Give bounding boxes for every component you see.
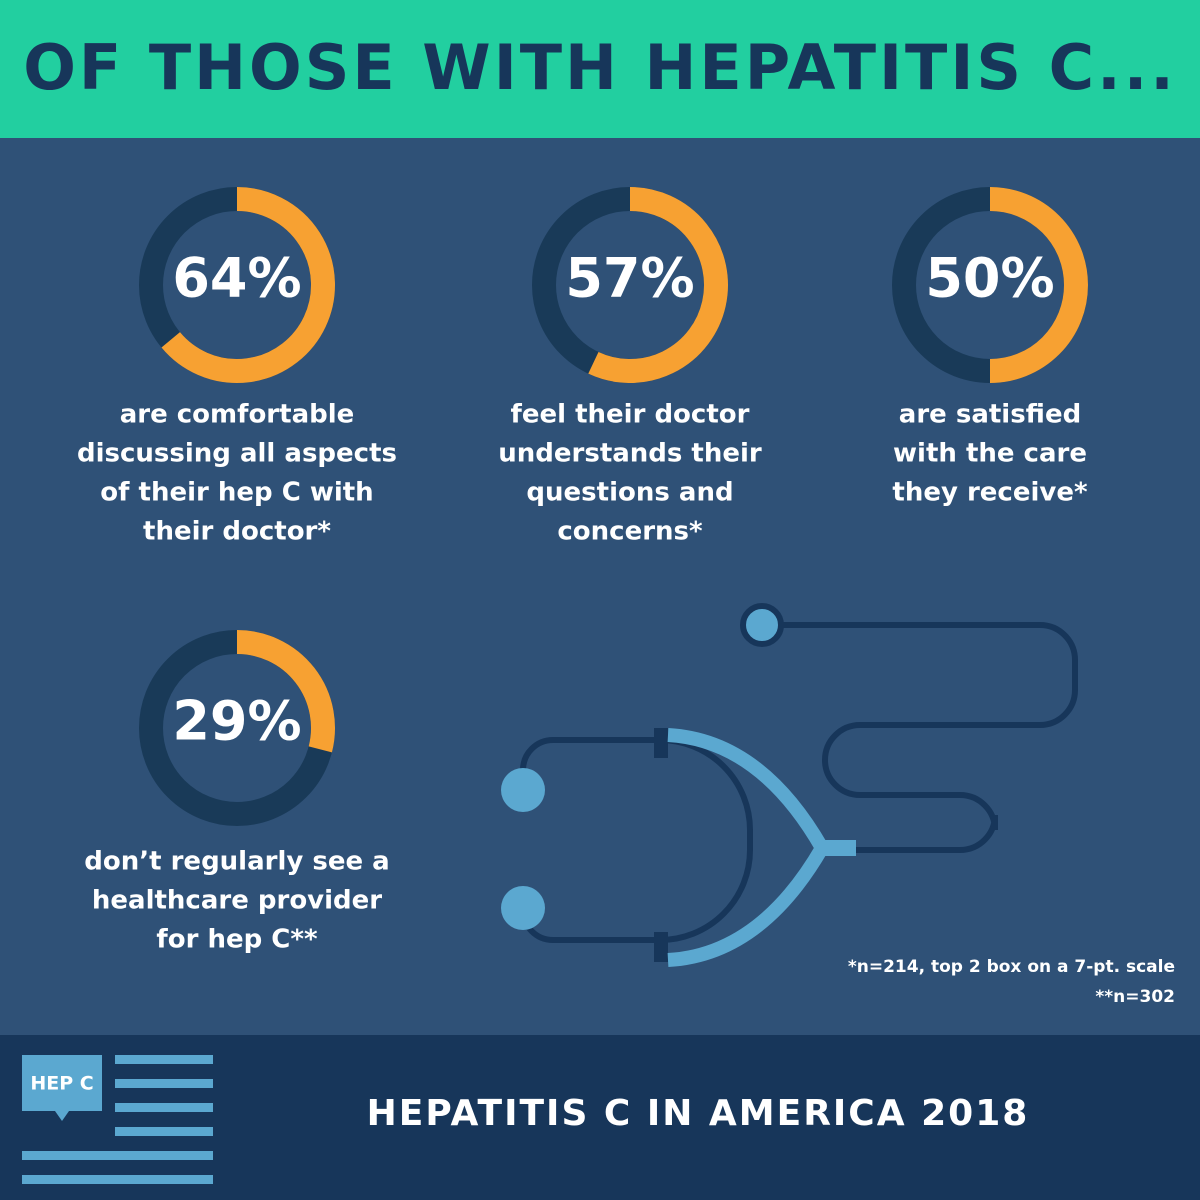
header-band [0,0,1200,138]
value-label: 57% [565,247,694,310]
donut-arc [236,630,335,753]
logo-text: HEP C [30,1073,93,1095]
value-label: 64% [172,247,301,310]
caption-line: with the care [893,439,1087,469]
caption-line: concerns* [557,517,703,547]
stethoscope [501,603,1078,967]
caption-line: feel their doctor [511,400,750,430]
donut-arc [989,187,1088,383]
caption-line: their doctor* [143,517,331,547]
footer-logo [22,1055,213,1184]
footnote: **n=302 [1095,987,1175,1007]
donut-arc [161,187,335,383]
title: OF THOSE WITH HEPATITIS C... [23,31,1177,104]
caption-line: of their hep C with [100,478,373,508]
value-label: 50% [925,247,1054,310]
donut-arc [588,187,728,383]
caption-line: don’t regularly see a [84,847,389,877]
caption-line: questions and [526,478,733,508]
caption-line: healthcare provider [92,886,382,916]
caption-line: discussing all aspects [77,439,397,469]
caption-line: they receive* [892,478,1088,508]
footer-title: HEPATITIS C IN AMERICA 2018 [367,1093,1030,1134]
value-label: 29% [172,690,301,753]
footnote: *n=214, top 2 box on a 7-pt. scale [848,957,1175,977]
caption-line: are satisfied [899,400,1081,430]
caption-line: understands their [498,439,762,469]
caption-line: for hep C** [156,925,318,955]
caption-line: are comfortable [120,400,355,430]
